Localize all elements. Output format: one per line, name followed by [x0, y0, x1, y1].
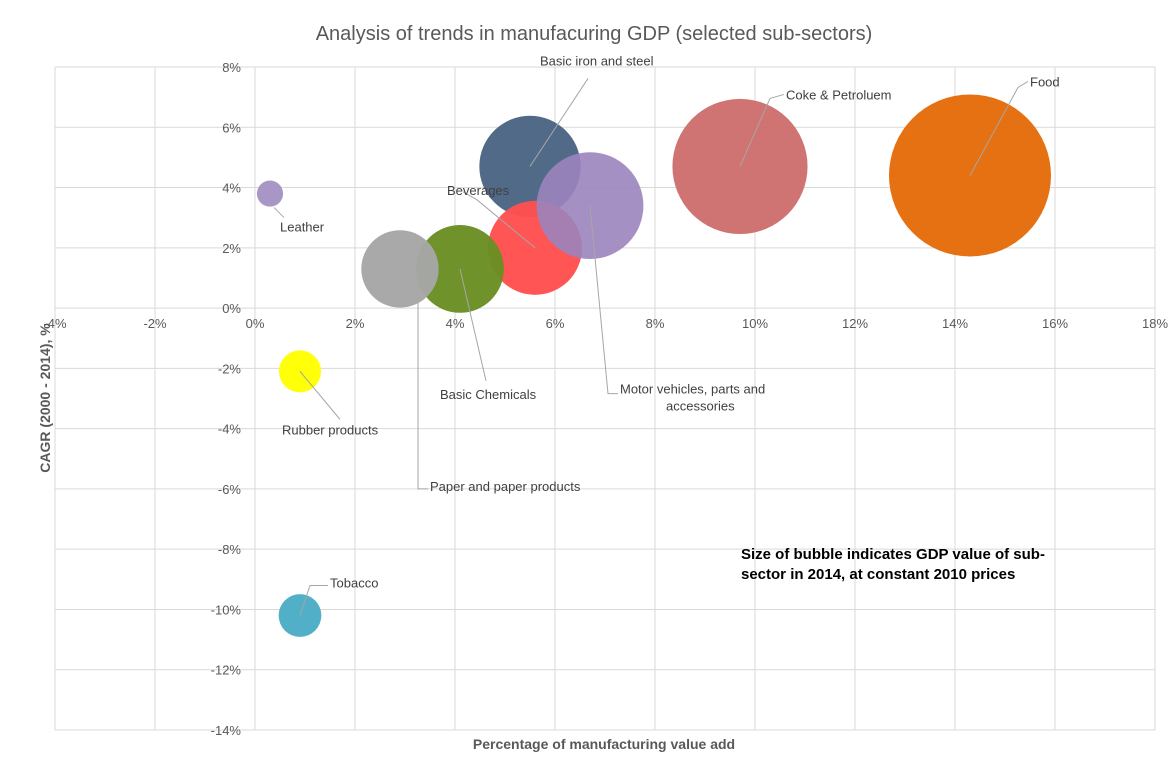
leader-tobacco — [299, 584, 328, 616]
x-tick-label: 0% — [246, 316, 265, 331]
x-tick-label: 2% — [346, 316, 365, 331]
bubble-leather — [256, 180, 284, 207]
y-axis-label: CAGR (2000 - 2014), % — [37, 323, 53, 473]
y-tick-label: 6% — [222, 120, 241, 135]
label-motor-vehicles-parts-and-accessories: accessories — [666, 399, 735, 414]
x-tick-label: 14% — [942, 316, 968, 331]
x-axis-label: Percentage of manufacturing value add — [473, 736, 735, 752]
y-tick-label: 4% — [222, 181, 241, 196]
x-tick-label: 12% — [842, 316, 868, 331]
leader-rubber-products — [299, 371, 341, 420]
leader-beverages — [462, 191, 536, 249]
label-tobacco: Tobacco — [330, 575, 378, 590]
y-tick-label: -8% — [218, 542, 242, 557]
x-tick-label: 18% — [1142, 316, 1168, 331]
note-line: Size of bubble indicates GDP value of su… — [741, 546, 1045, 563]
x-tick-label: 8% — [646, 316, 665, 331]
leader-coke-petroluem — [739, 93, 785, 167]
label-rubber-products: Rubber products — [282, 422, 379, 437]
y-tick-label: 2% — [222, 241, 241, 256]
chart-title: Analysis of trends in manufacuring GDP (… — [316, 23, 873, 45]
y-tick-label: -10% — [211, 602, 242, 617]
y-tick-label: -4% — [218, 422, 242, 437]
x-tick-label: 6% — [546, 316, 565, 331]
leader-paper-and-paper-products — [403, 271, 428, 490]
y-tick-label: -14% — [211, 723, 242, 738]
leader-lines — [273, 78, 1029, 616]
x-tick-label: -4% — [43, 316, 67, 331]
y-tick-label: -12% — [211, 663, 242, 678]
x-tick-label: 10% — [742, 316, 768, 331]
bubble-size-note: Size of bubble indicates GDP value of su… — [741, 546, 1045, 583]
label-basic-chemicals: Basic Chemicals — [440, 387, 537, 402]
label-beverages: Beverages — [447, 183, 510, 198]
x-tick-label: 16% — [1042, 316, 1068, 331]
y-tick-label: -6% — [218, 482, 242, 497]
label-basic-iron-and-steel: Basic iron and steel — [540, 53, 654, 68]
label-food: Food — [1030, 74, 1060, 89]
bubble-paper-and-paper-products — [361, 230, 439, 308]
y-tick-label: 0% — [222, 301, 241, 316]
bubble-motor-vehicles-parts-and-accessories — [536, 152, 644, 260]
x-tick-label: 4% — [446, 316, 465, 331]
x-tick-label: -2% — [143, 316, 167, 331]
label-paper-and-paper-products: Paper and paper products — [430, 479, 581, 494]
leader-motor-vehicles-parts-and-accessories — [589, 205, 618, 395]
y-tick-label: -2% — [218, 361, 242, 376]
leader-basic-iron-and-steel — [529, 78, 589, 167]
leader-basic-chemicals — [459, 268, 487, 382]
bubble-labels: Leather Rubber products Tobacco Paper and p… — [280, 53, 1060, 590]
label-leather: Leather — [280, 220, 325, 235]
label-motor-vehicles-parts-and-accessories: Motor vehicles, parts and — [620, 382, 765, 397]
tick-labels: -4% -2% 0% 2% 4% 6% 8% 10% 12% 14% 16% 18% 8% 6% 4% 2% 0… — [43, 60, 1168, 738]
y-tick-label: 8% — [222, 60, 241, 75]
label-coke-petroluem: Coke & Petroluem — [786, 87, 892, 102]
note-line: sector in 2014, at constant 2010 prices — [741, 566, 1015, 583]
leader-leather — [273, 207, 285, 218]
leader-food — [969, 81, 1029, 176]
